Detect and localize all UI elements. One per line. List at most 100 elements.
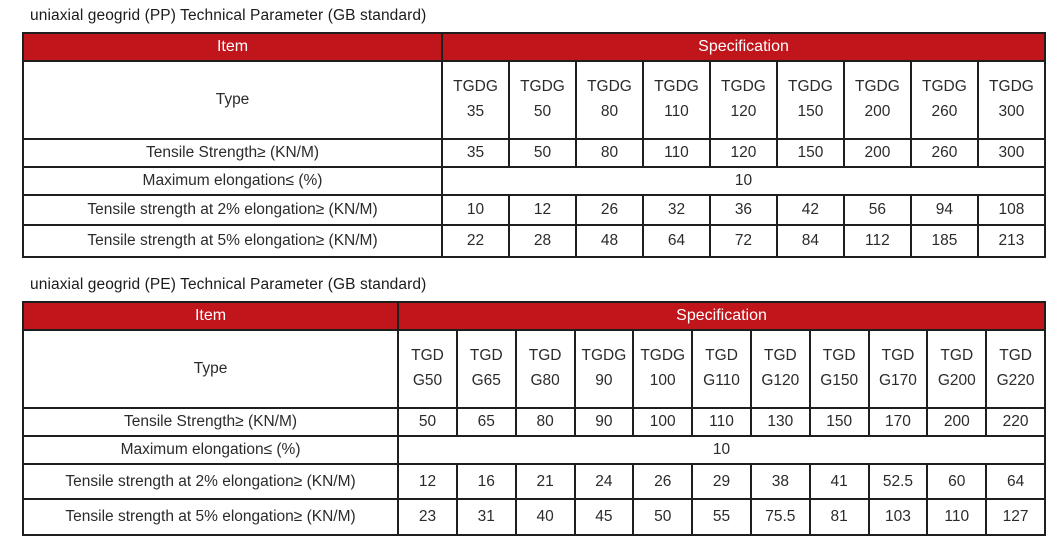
pp-strength-5pct-value-cell: 112 bbox=[842, 224, 912, 258]
pe-type-cell: TGD G150 bbox=[808, 329, 870, 409]
pe-max-elongation-label-cell: Maximum elongation≤ (%) bbox=[21, 435, 400, 465]
pp-strength-5pct-row: Tensile strength at 5% elongation≥ (KN/M… bbox=[21, 224, 1047, 258]
pp-type-cell: TGDG 260 bbox=[909, 60, 979, 140]
pe-strength-2pct-value-cell: 29 bbox=[691, 463, 752, 500]
pe-strength-2pct-value-cell: 38 bbox=[749, 463, 811, 500]
pe-tensile-strength-value-cell: 170 bbox=[867, 407, 929, 437]
pp-strength-5pct-value-cell: 72 bbox=[708, 224, 778, 258]
pp-type-cell: TGDG 50 bbox=[508, 60, 577, 140]
pe-type-cell: TGD G200 bbox=[926, 329, 988, 409]
pe-strength-5pct-value-cell: 23 bbox=[397, 498, 458, 536]
pp-tensile-strength-value-cell: 110 bbox=[641, 138, 711, 168]
pe-section: uniaxial geogrid (PE) Technical Paramete… bbox=[21, 276, 1046, 536]
pe-strength-2pct-value-cell: 16 bbox=[455, 463, 517, 500]
pe-item-header-cell: Item bbox=[21, 301, 400, 331]
pe-strength-5pct-row: Tensile strength at 5% elongation≥ (KN/M… bbox=[21, 498, 1046, 536]
pp-type-label-cell: Type bbox=[21, 60, 444, 140]
page: uniaxial geogrid (PP) Technical Paramete… bbox=[21, 7, 1047, 536]
pe-strength-5pct-label-cell: Tensile strength at 5% elongation≥ (KN/M… bbox=[21, 498, 400, 536]
pe-table-title: uniaxial geogrid (PE) Technical Paramete… bbox=[30, 276, 427, 293]
pe-spec-header-cell: Specification bbox=[397, 301, 1046, 331]
pp-strength-2pct-value-cell: 42 bbox=[775, 194, 845, 226]
pe-strength-2pct-label-cell: Tensile strength at 2% elongation≥ (KN/M… bbox=[21, 463, 400, 500]
pp-section: uniaxial geogrid (PP) Technical Paramete… bbox=[21, 7, 1047, 258]
pp-tensile-strength-value-cell: 300 bbox=[976, 138, 1047, 168]
pe-strength-2pct-value-cell: 41 bbox=[808, 463, 870, 500]
pp-max-elongation-value-cell: 10 bbox=[441, 166, 1046, 196]
pp-type-cell: TGDG 300 bbox=[976, 60, 1047, 140]
pe-strength-2pct-value-cell: 64 bbox=[985, 463, 1046, 500]
pe-tensile-strength-label-cell: Tensile Strength≥ (KN/M) bbox=[21, 407, 400, 437]
pe-tensile-strength-value-cell: 200 bbox=[926, 407, 988, 437]
pp-strength-5pct-value-cell: 22 bbox=[441, 224, 510, 258]
pe-type-cell: TGD G110 bbox=[691, 329, 752, 409]
pe-type-cell: TGD G120 bbox=[749, 329, 811, 409]
pe-strength-2pct-row: Tensile strength at 2% elongation≥ (KN/M… bbox=[21, 463, 1046, 500]
pe-tensile-strength-value-cell: 150 bbox=[808, 407, 870, 437]
pp-strength-5pct-value-cell: 48 bbox=[574, 224, 644, 258]
pe-type-label-cell: Type bbox=[21, 329, 400, 409]
pe-type-cell: TGD G65 bbox=[455, 329, 517, 409]
pe-type-row: Type TGD G50 TGD G65 TGD G80 TGDG 90 TGDG 10… bbox=[21, 329, 1046, 409]
pp-type-cell: TGDG 80 bbox=[574, 60, 644, 140]
pe-strength-5pct-value-cell: 110 bbox=[926, 498, 988, 536]
pp-strength-2pct-value-cell: 36 bbox=[708, 194, 778, 226]
pe-strength-2pct-value-cell: 52.5 bbox=[867, 463, 929, 500]
pe-strength-2pct-value-cell: 12 bbox=[397, 463, 458, 500]
pe-strength-5pct-value-cell: 75.5 bbox=[749, 498, 811, 536]
pe-type-cell: TGD G170 bbox=[867, 329, 929, 409]
pe-strength-2pct-value-cell: 24 bbox=[573, 463, 635, 500]
pp-type-cell: TGDG 120 bbox=[708, 60, 778, 140]
pp-tensile-strength-label-cell: Tensile Strength≥ (KN/M) bbox=[21, 138, 444, 168]
pe-tensile-strength-value-cell: 80 bbox=[514, 407, 576, 437]
pp-strength-2pct-value-cell: 56 bbox=[842, 194, 912, 226]
pe-tensile-strength-value-cell: 110 bbox=[691, 407, 752, 437]
pp-strength-2pct-label-cell: Tensile strength at 2% elongation≥ (KN/M… bbox=[21, 194, 444, 226]
pe-strength-2pct-value-cell: 26 bbox=[632, 463, 694, 500]
pp-type-row: Type TGDG 35 TGDG 50 TGDG 80 TGDG 110 TGDG 1… bbox=[21, 60, 1047, 140]
pe-tensile-strength-value-cell: 100 bbox=[632, 407, 694, 437]
pe-type-cell: TGD G220 bbox=[985, 329, 1046, 409]
pp-type-cell: TGDG 150 bbox=[775, 60, 845, 140]
pp-strength-5pct-value-cell: 28 bbox=[508, 224, 577, 258]
pp-strength-2pct-row: Tensile strength at 2% elongation≥ (KN/M… bbox=[21, 194, 1047, 226]
pp-strength-5pct-label-cell: Tensile strength at 5% elongation≥ (KN/M… bbox=[21, 224, 444, 258]
pe-header-row: Item Specification bbox=[21, 301, 1046, 331]
pe-max-elongation-value-cell: 10 bbox=[397, 435, 1046, 465]
pe-tensile-strength-value-cell: 50 bbox=[397, 407, 458, 437]
pp-type-cell: TGDG 110 bbox=[641, 60, 711, 140]
pp-max-elongation-row: Maximum elongation≤ (%) 10 bbox=[21, 166, 1046, 196]
pp-tensile-strength-value-cell: 120 bbox=[708, 138, 778, 168]
pp-type-cell: TGDG 200 bbox=[842, 60, 912, 140]
pe-tensile-strength-value-cell: 90 bbox=[573, 407, 635, 437]
pe-strength-5pct-value-cell: 81 bbox=[808, 498, 870, 536]
pp-strength-5pct-value-cell: 84 bbox=[775, 224, 845, 258]
pe-strength-5pct-value-cell: 55 bbox=[691, 498, 752, 536]
pp-max-elongation-label-cell: Maximum elongation≤ (%) bbox=[21, 166, 444, 196]
pp-tensile-strength-value-cell: 50 bbox=[508, 138, 577, 168]
pp-strength-2pct-value-cell: 94 bbox=[909, 194, 979, 226]
pp-strength-2pct-value-cell: 12 bbox=[508, 194, 577, 226]
pp-header-row: Item Specification bbox=[21, 32, 1046, 62]
pe-strength-2pct-value-cell: 21 bbox=[514, 463, 576, 500]
pe-strength-5pct-value-cell: 45 bbox=[573, 498, 635, 536]
pp-strength-5pct-value-cell: 213 bbox=[976, 224, 1047, 258]
pe-strength-5pct-value-cell: 40 bbox=[514, 498, 576, 536]
pe-type-cell: TGD G50 bbox=[397, 329, 458, 409]
pp-tensile-strength-value-cell: 80 bbox=[574, 138, 644, 168]
pp-item-header-cell: Item bbox=[21, 32, 444, 62]
pp-strength-2pct-value-cell: 32 bbox=[641, 194, 711, 226]
pp-type-cell: TGDG 35 bbox=[441, 60, 510, 140]
pp-strength-2pct-value-cell: 10 bbox=[441, 194, 510, 226]
pe-tensile-strength-value-cell: 65 bbox=[455, 407, 517, 437]
pe-strength-5pct-value-cell: 103 bbox=[867, 498, 929, 536]
pp-tensile-strength-value-cell: 35 bbox=[441, 138, 510, 168]
pp-table-title: uniaxial geogrid (PP) Technical Paramete… bbox=[30, 7, 427, 24]
pe-type-cell: TGD G80 bbox=[514, 329, 576, 409]
pe-max-elongation-row: Maximum elongation≤ (%) 10 bbox=[21, 435, 1046, 465]
pp-tensile-strength-row: Tensile Strength≥ (KN/M) 35 50 80 110 120 150… bbox=[21, 138, 1047, 168]
pe-strength-5pct-value-cell: 50 bbox=[632, 498, 694, 536]
pp-strength-5pct-value-cell: 185 bbox=[909, 224, 979, 258]
pe-table: Item Specification Type TGD G50 TGD G65 TG… bbox=[21, 301, 1046, 536]
pe-type-cell: TGDG 90 bbox=[573, 329, 635, 409]
